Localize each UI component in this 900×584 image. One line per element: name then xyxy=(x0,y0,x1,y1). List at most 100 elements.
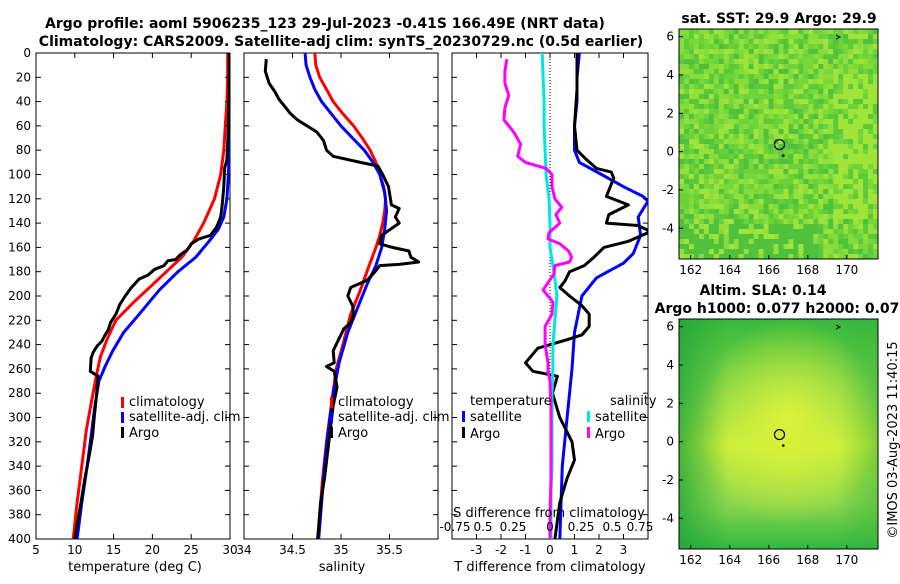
sst-cell xyxy=(828,179,834,185)
sst-cell xyxy=(818,84,824,90)
sst-cell xyxy=(848,254,854,260)
sst-cell xyxy=(838,99,844,105)
sst-cell xyxy=(798,109,804,115)
sst-cell xyxy=(768,69,774,75)
sst-cell xyxy=(863,114,869,120)
sst-cell xyxy=(838,199,844,205)
sst-cell xyxy=(803,224,809,230)
sst-cell xyxy=(758,34,764,40)
sst-cell xyxy=(748,149,755,155)
sst-cell xyxy=(738,139,745,145)
sst-cell xyxy=(713,94,720,100)
sst-cell xyxy=(853,114,859,120)
sst-cell xyxy=(738,109,745,115)
sst-cell xyxy=(843,69,849,75)
sst-cell xyxy=(693,214,700,220)
sst-cell xyxy=(713,29,720,35)
sst-cell xyxy=(838,204,844,210)
sst-cell xyxy=(679,109,685,115)
sst-cell xyxy=(738,189,745,195)
sst-cell xyxy=(828,89,834,95)
sst-cell xyxy=(723,99,730,105)
sst-cell xyxy=(858,214,864,220)
sst-cell xyxy=(688,244,695,250)
legend-sal-argo: Argo xyxy=(595,427,625,442)
sst-cell xyxy=(683,84,690,90)
sst-cell xyxy=(688,249,695,255)
sst-cell xyxy=(848,219,854,225)
sst-cell xyxy=(848,74,854,80)
sst-cell xyxy=(793,154,799,160)
sst-cell xyxy=(713,239,720,245)
sst-cell xyxy=(679,54,685,60)
sst-cell xyxy=(713,254,720,260)
sst-cell xyxy=(703,79,710,85)
sst-cell xyxy=(858,114,864,120)
sst-cell xyxy=(808,189,814,195)
sst-cell xyxy=(768,209,774,215)
sst-cell xyxy=(768,44,774,50)
sst-cell xyxy=(858,49,864,55)
sst-cell xyxy=(868,99,874,105)
legend-argo: Argo xyxy=(338,426,368,441)
sst-cell xyxy=(733,64,740,70)
legend-swatch-climatology xyxy=(330,397,333,408)
sst-cell xyxy=(833,244,839,250)
sst-cell xyxy=(688,34,695,40)
sst-cell xyxy=(768,149,774,155)
sst-cell xyxy=(693,179,700,185)
sst-cell xyxy=(683,69,690,75)
sst-cell xyxy=(698,119,705,125)
sst-cell xyxy=(683,159,690,165)
sst-cell xyxy=(843,129,849,135)
sst-cell xyxy=(713,209,720,215)
argo-position-marker xyxy=(773,138,786,151)
y-tick-label: 360 xyxy=(8,483,31,497)
sst-cell xyxy=(698,169,705,175)
sst-cell xyxy=(803,124,809,130)
sst-cell xyxy=(853,29,859,35)
sst-cell xyxy=(863,44,869,50)
sst-cell xyxy=(803,209,809,215)
series-line-climatology xyxy=(71,53,230,539)
sst-cell xyxy=(783,249,789,255)
sst-cell xyxy=(683,114,690,120)
sst-cell xyxy=(813,129,819,135)
sst-cell xyxy=(713,199,720,205)
sst-cell xyxy=(873,54,879,60)
sst-cell xyxy=(738,224,745,230)
sst-cell xyxy=(738,219,745,225)
sst-cell xyxy=(758,194,764,200)
sst-cell xyxy=(728,134,735,140)
sst-cell xyxy=(858,99,864,105)
sst-cell xyxy=(748,44,755,50)
sst-cell xyxy=(753,39,760,45)
sst-cell xyxy=(798,114,804,120)
x-tick-label: 1 xyxy=(571,543,579,557)
sst-cell xyxy=(768,74,774,80)
sst-cell xyxy=(783,189,789,195)
sst-cell xyxy=(858,29,864,35)
sst-cell xyxy=(813,249,819,255)
sst-cell xyxy=(788,104,794,110)
y-tick-label: 200 xyxy=(8,289,31,303)
sst-cell xyxy=(679,94,685,100)
sst-cell xyxy=(763,99,769,105)
sst-cell xyxy=(828,64,834,70)
sst-cell xyxy=(808,34,814,40)
sst-cell xyxy=(688,229,695,235)
sst-cell xyxy=(728,34,735,40)
sst-cell xyxy=(818,134,824,140)
sst-cell xyxy=(853,74,859,80)
sst-cell xyxy=(828,84,834,90)
sst-cell xyxy=(783,184,789,190)
sst-cell xyxy=(703,49,710,55)
sst-cell xyxy=(723,139,730,145)
sst-cell xyxy=(693,99,700,105)
sst-cell xyxy=(703,169,710,175)
sst-cell xyxy=(823,224,829,230)
sst-cell xyxy=(703,74,710,80)
sst-cell xyxy=(868,54,874,60)
sst-cell xyxy=(693,194,700,200)
sst-cell xyxy=(818,149,824,155)
